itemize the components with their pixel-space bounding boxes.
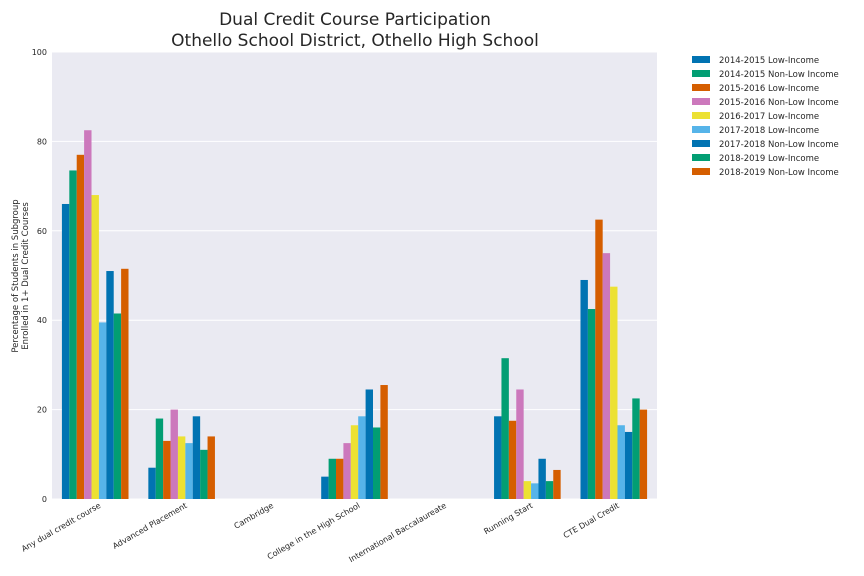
bar-4-series-4 [343,443,351,499]
legend-swatch [692,168,710,175]
legend-swatch [692,70,710,77]
legend-label: 2018-2019 Low-Income [719,154,819,164]
bar-7-series-1 [580,279,588,499]
bar-6-series-4 [516,389,524,499]
y-tick-label: 100 [32,48,47,57]
bar-6-series-7 [538,458,546,499]
bar-2-series-8 [200,449,208,499]
legend-label: 2014-2015 Low-Income [719,56,819,66]
bar-1-series-9 [121,268,129,499]
bar-2-series-7 [192,416,201,499]
legend-swatch [692,140,710,147]
bar-7-series-9 [639,409,648,499]
chart-title-line-1: Dual Credit Course Participation [219,10,491,30]
bar-4-series-6 [358,416,366,499]
legend-swatch [692,56,710,63]
legend-label: 2016-2017 Low-Income [719,112,819,122]
legend-swatch [692,98,710,105]
x-tick-label: Running Start [482,501,534,536]
legend-label: 2015-2016 Non-Low Income [719,98,839,108]
bar-1-series-1 [61,203,70,500]
plot-area [52,52,657,499]
bar-1-series-3 [76,154,85,499]
bar-1-series-7 [106,271,114,499]
legend-label: 2017-2018 Non-Low Income [719,140,839,150]
bar-2-series-9 [207,436,215,499]
legend-swatch [692,154,710,161]
bar-7-series-8 [632,398,640,499]
bar-4-series-3 [336,458,344,499]
bar-4-series-1 [321,476,329,499]
bar-7-series-6 [617,425,625,499]
bar-2-series-5 [177,436,186,499]
bar-4-series-5 [350,425,359,499]
y-axis-label-line-1: Percentage of Students in Subgroup [11,199,21,352]
bar-6-series-3 [508,420,517,499]
y-tick-label: 0 [42,495,47,504]
bar-1-series-4 [84,130,92,499]
bar-2-series-3 [163,440,171,499]
bar-6-series-6 [531,483,539,499]
legend-label: 2017-2018 Low-Income [719,126,819,136]
bar-7-series-5 [610,286,618,499]
legend-swatch [692,84,710,91]
x-tick-label: Cambridge [233,501,276,531]
bar-2-series-2 [155,418,164,499]
bar-7-series-7 [624,431,633,499]
bar-6-series-2 [501,358,509,499]
bar-7-series-3 [595,219,603,499]
chart-title-line-2: Othello School District, Othello High Sc… [171,31,539,51]
y-axis-label-line-2: Enrolled in 1+ Dual Credit Courses [21,202,31,350]
bar-2-series-4 [170,409,178,499]
bar-6-series-9 [553,469,561,499]
bar-6-series-5 [523,481,532,499]
x-tick-label: International Baccalaureate [347,501,448,564]
bar-1-series-2 [69,170,77,499]
x-tick-label: Advanced Placement [111,501,188,551]
y-tick-label: 80 [37,137,47,146]
y-tick-label: 20 [37,406,47,415]
bar-6-series-1 [494,416,502,499]
x-tick-label: CTE Dual Credit [562,501,621,540]
bar-7-series-4 [602,253,611,499]
x-tick-label: College in the High School [266,501,362,561]
legend-label: 2015-2016 Low-Income [719,84,819,94]
bar-4-series-7 [365,389,373,499]
bar-1-series-8 [113,313,122,499]
bar-4-series-9 [380,385,388,499]
bar-4-series-8 [373,427,381,499]
legend-label: 2018-2019 Non-Low Income [719,168,839,178]
bar-6-series-8 [545,481,554,499]
y-tick-label: 40 [37,316,47,325]
bar-2-series-6 [185,443,193,499]
x-tick-label: Any dual credit course [20,501,102,554]
bar-2-series-1 [148,467,156,499]
legend-swatch [692,112,710,119]
bar-4-series-2 [328,458,336,499]
legend: 2014-2015 Low-Income 2014-2015 Non-Low In… [692,56,839,178]
bar-1-series-6 [98,322,107,499]
y-tick-label: 60 [37,227,47,236]
legend-swatch [692,126,710,133]
bar-1-series-5 [91,195,99,500]
bar-7-series-2 [587,309,596,499]
legend-label: 2014-2015 Non-Low Income [719,70,839,80]
